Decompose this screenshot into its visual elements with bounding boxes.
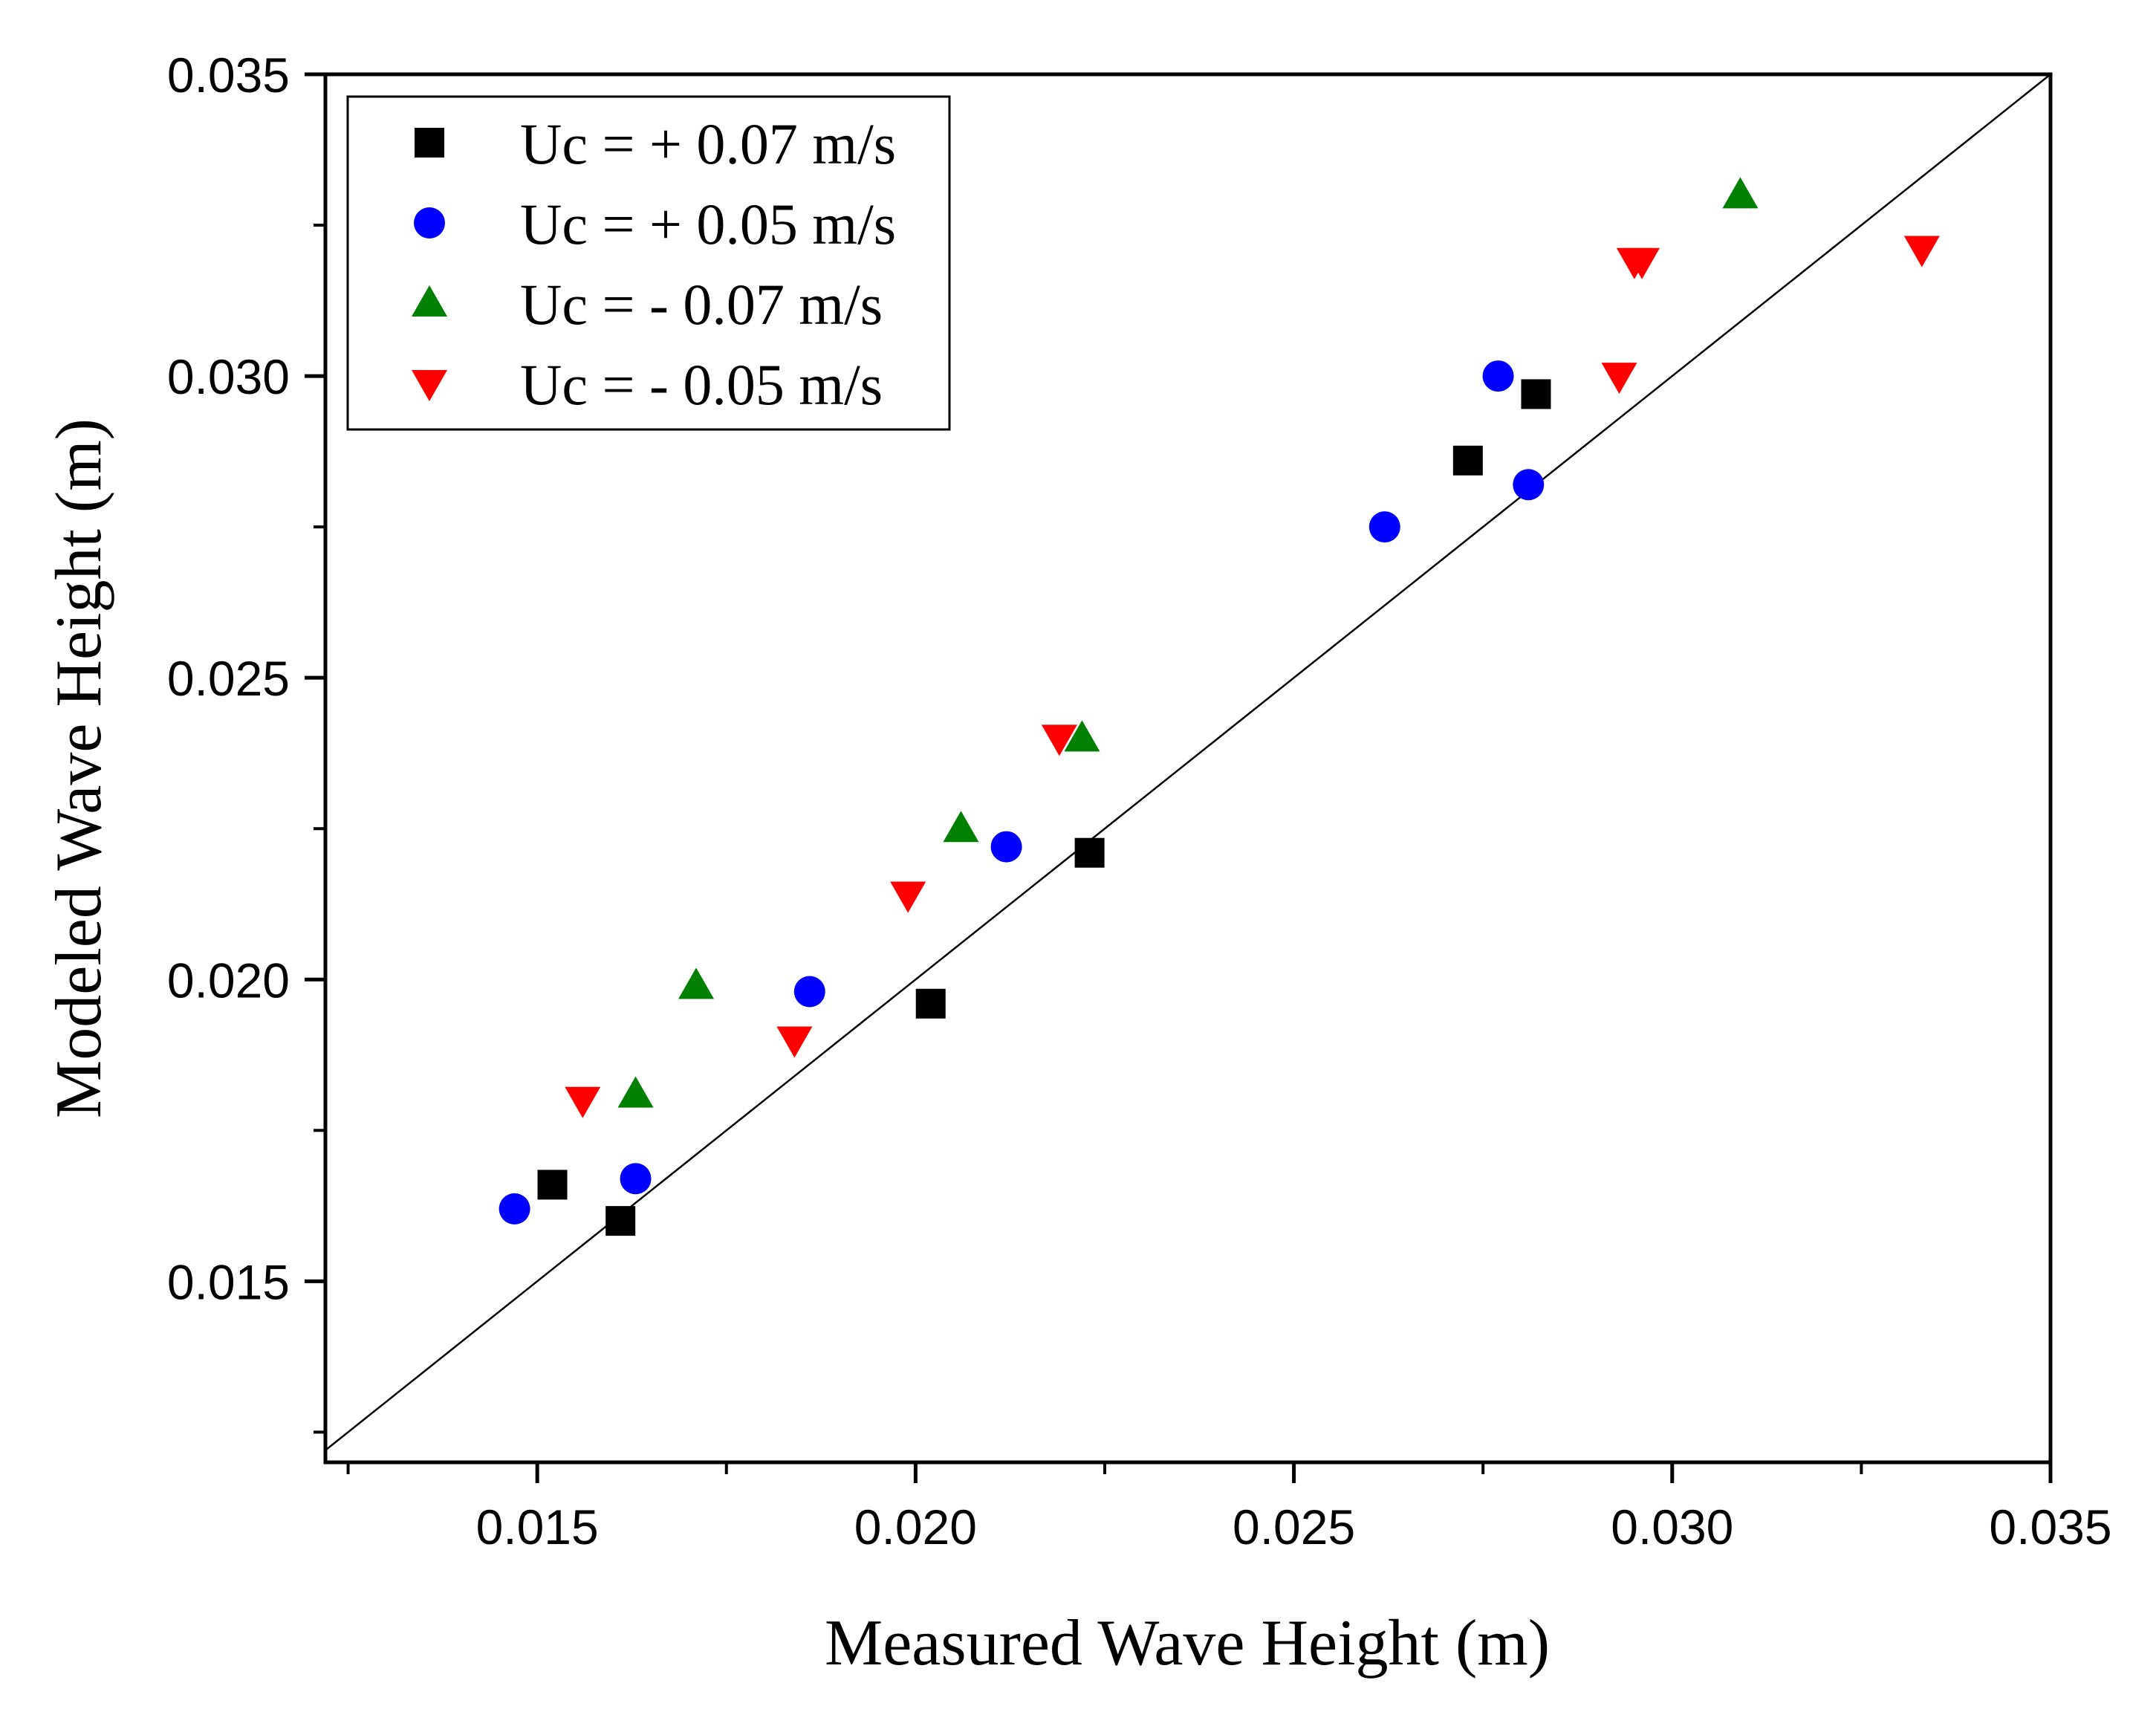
legend: Uc = + 0.07 m/s Uc = + 0.05 m/s Uc = - 0.0… xyxy=(346,95,951,431)
data-point xyxy=(1368,511,1400,543)
x-tick-label: 0.020 xyxy=(854,1499,977,1554)
x-axis-title: Measured Wave Height (m) xyxy=(825,1607,1550,1679)
y-tick-label: 0.030 xyxy=(167,349,290,404)
data-point xyxy=(776,1026,813,1058)
y-tick-label: 0.015 xyxy=(167,1254,290,1309)
data-point xyxy=(1482,360,1514,392)
plot-frame xyxy=(323,72,2053,1465)
data-point xyxy=(1074,837,1105,868)
data-point xyxy=(537,1170,568,1200)
data-point xyxy=(1041,724,1077,756)
data-point xyxy=(617,1076,654,1108)
data-point xyxy=(915,988,946,1019)
data-point xyxy=(890,881,926,913)
data-point xyxy=(1624,247,1660,279)
data-point xyxy=(499,1193,530,1225)
y-tick-label: 0.020 xyxy=(167,953,290,1008)
legend-label: Uc = + 0.05 m/s xyxy=(520,192,896,256)
data-point xyxy=(1903,236,1940,267)
legend-marker xyxy=(412,285,447,317)
series-1 xyxy=(499,360,1545,1225)
legend-label: Uc = + 0.07 m/s xyxy=(520,111,896,176)
y-tick-label: 0.035 xyxy=(167,48,290,103)
axes: 0.015 0.020 0.025 0.030 0.035 0.015 0.020 0.025… xyxy=(167,48,2112,1554)
data-point xyxy=(678,967,715,999)
data-point xyxy=(1452,445,1483,476)
data-point xyxy=(1513,469,1545,501)
data-point xyxy=(565,1086,601,1118)
data-point xyxy=(1521,379,1551,409)
y-tick-label: 0.025 xyxy=(167,651,290,706)
series-2 xyxy=(617,177,1759,1108)
legend-box xyxy=(346,95,951,431)
legend-marker xyxy=(414,207,445,239)
legend-label: Uc = - 0.05 m/s xyxy=(520,352,883,417)
data-marks xyxy=(499,177,1940,1236)
data-point xyxy=(943,811,979,843)
data-point xyxy=(1722,177,1759,209)
data-point xyxy=(605,1206,636,1236)
data-point xyxy=(1064,720,1100,752)
y-axis-title: Modeled Wave Height (m) xyxy=(43,418,115,1118)
series-0 xyxy=(537,379,1551,1236)
data-point xyxy=(620,1163,652,1195)
x-tick-label: 0.035 xyxy=(1989,1499,2111,1554)
x-tick-label: 0.015 xyxy=(476,1499,599,1554)
data-point xyxy=(1601,363,1637,395)
x-tick-label: 0.030 xyxy=(1611,1499,1733,1554)
legend-marker xyxy=(415,128,444,158)
series-3 xyxy=(565,236,1940,1118)
plot-area xyxy=(323,72,2053,1465)
x-tick-label: 0.025 xyxy=(1233,1499,1355,1554)
data-point xyxy=(990,831,1022,863)
legend-label: Uc = - 0.07 m/s xyxy=(520,272,883,337)
data-point xyxy=(793,976,825,1008)
legend-marker xyxy=(412,370,447,401)
